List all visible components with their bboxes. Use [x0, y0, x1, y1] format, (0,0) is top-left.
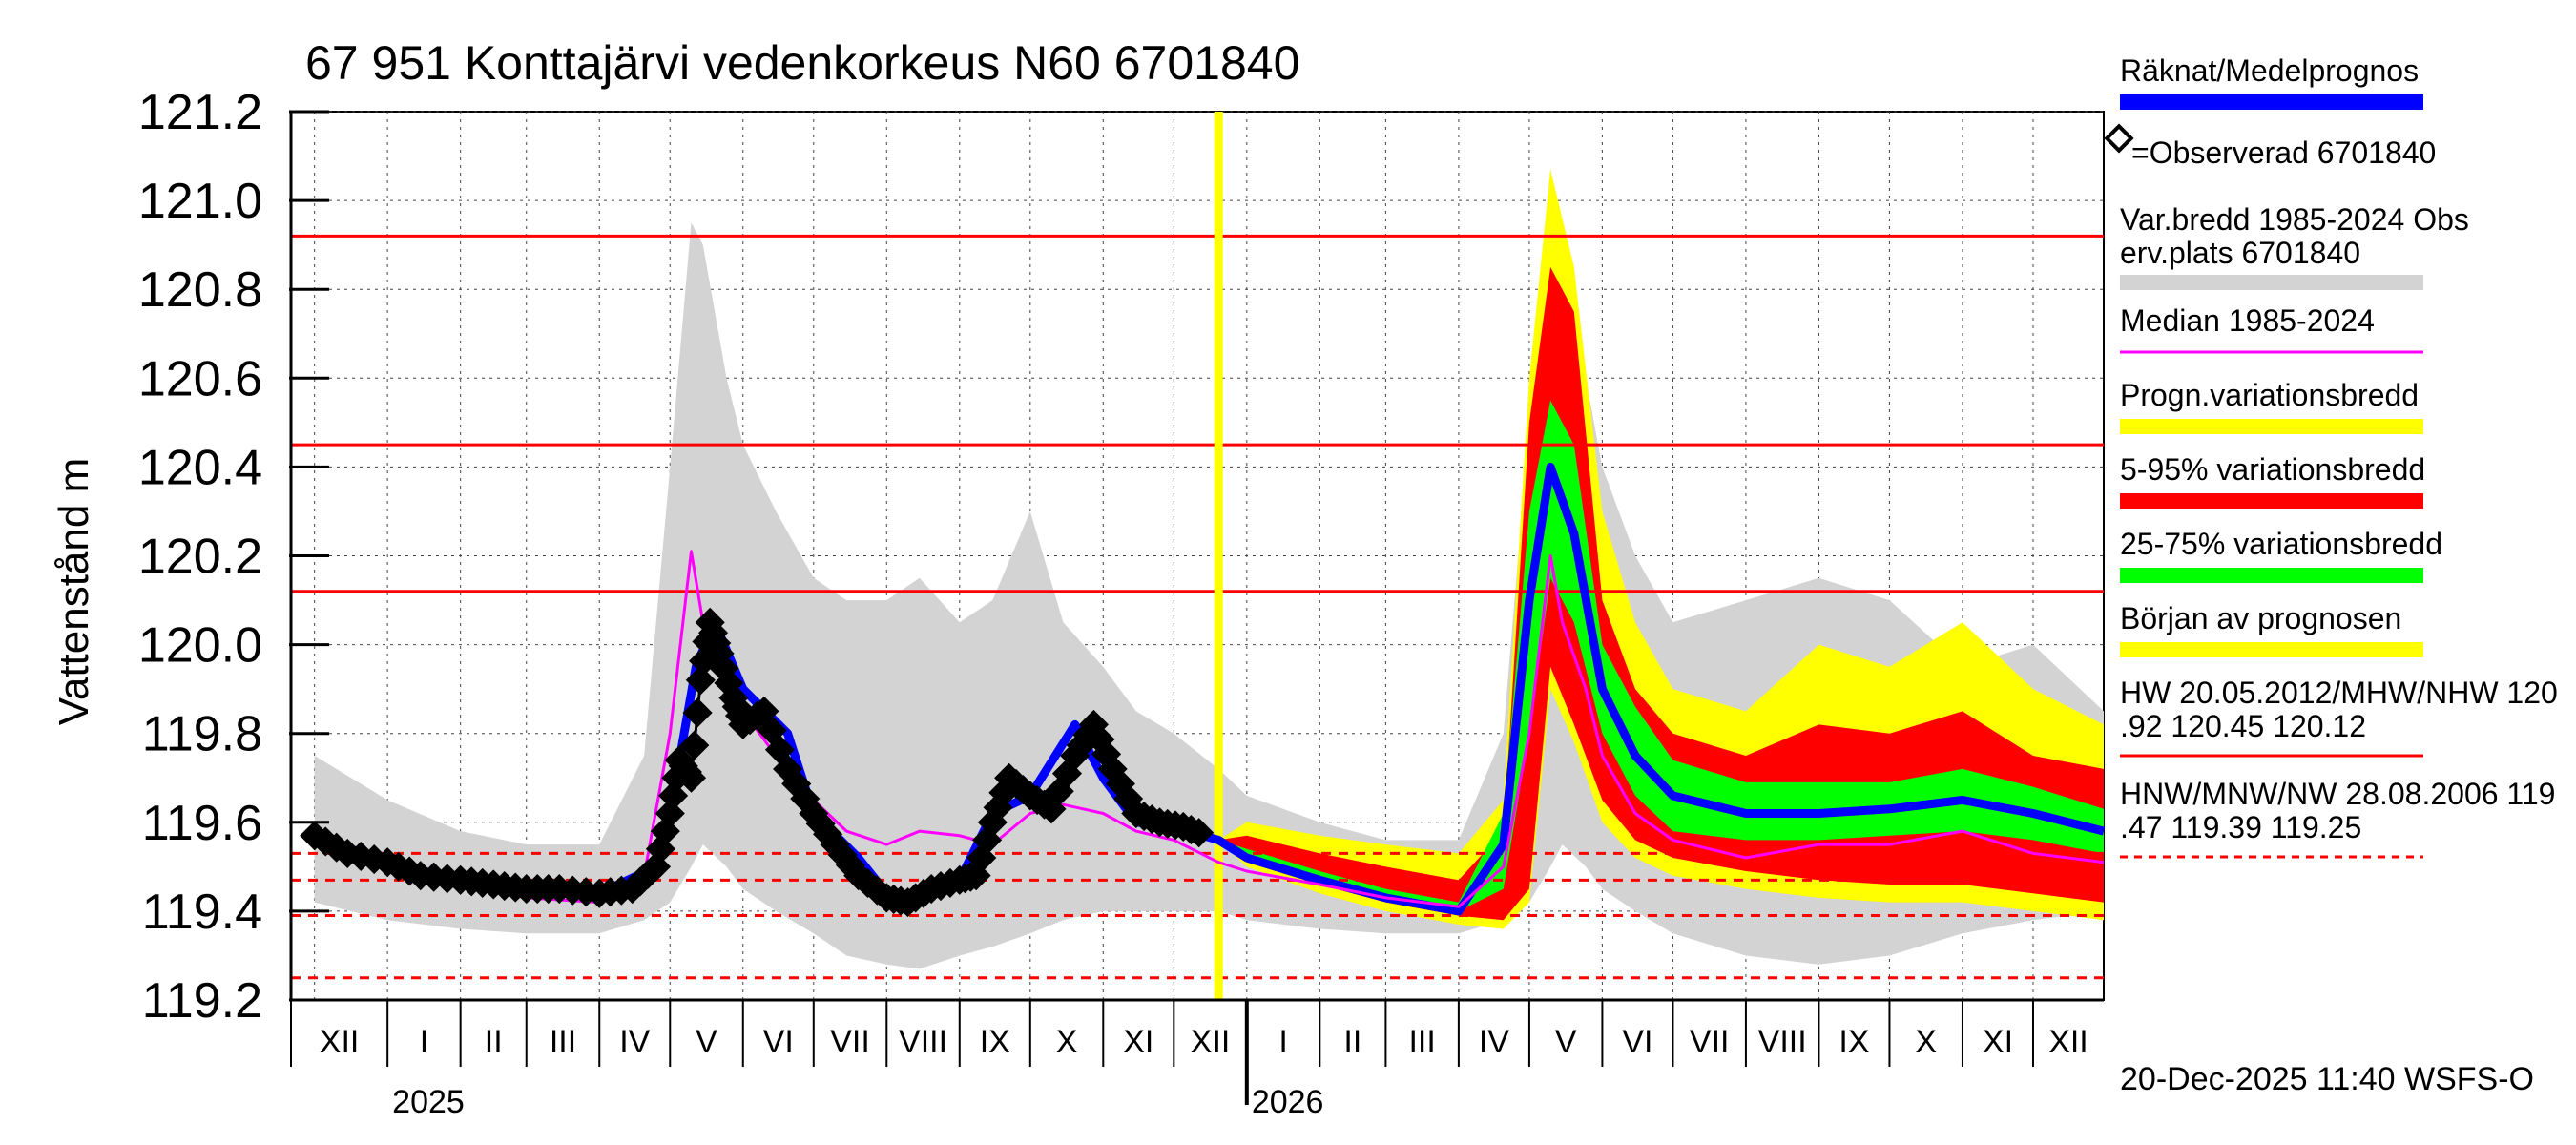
month-label: I — [1278, 1024, 1287, 1060]
band-2 — [1218, 266, 2104, 921]
legend-marker-1 — [2104, 123, 2134, 154]
legend-swatch-0 — [2120, 94, 2423, 110]
y-tick-label: 120.8 — [138, 262, 262, 318]
month-label: IX — [980, 1024, 1010, 1060]
legend-label-9-cont: .47 119.39 119.25 — [2120, 810, 2361, 844]
y-axis-label: Vattenstånd m — [51, 458, 97, 725]
year-label: 2025 — [392, 1084, 465, 1120]
month-label: XII — [2048, 1024, 2088, 1060]
observed-point — [682, 697, 713, 728]
legend-swatch-6 — [2120, 568, 2423, 583]
month-label: XII — [1191, 1024, 1231, 1060]
month-label: XI — [1123, 1024, 1153, 1060]
legend-swatch-5 — [2120, 493, 2423, 509]
observed-point — [675, 762, 707, 793]
month-label: III — [1408, 1024, 1435, 1060]
month-label: VII — [830, 1024, 870, 1060]
month-label: II — [485, 1024, 503, 1060]
legend-label-5: 5-95% variationsbredd — [2120, 452, 2425, 487]
y-tick-label: 119.6 — [142, 796, 262, 851]
legend-label-0: Räknat/Medelprognos — [2120, 53, 2419, 88]
month-label: IV — [619, 1024, 650, 1060]
month-label: VIII — [899, 1024, 947, 1060]
month-label: VIII — [1758, 1024, 1807, 1060]
month-label: VII — [1690, 1024, 1730, 1060]
legend-label-7: Början av prognosen — [2120, 601, 2401, 635]
legend-label-6: 25-75% variationsbredd — [2120, 527, 2442, 561]
month-label: V — [696, 1024, 717, 1060]
legend-label-1: =Observerad 6701840 — [2131, 135, 2436, 170]
year-label: 2026 — [1252, 1084, 1324, 1120]
observed-point — [1184, 818, 1215, 848]
month-label: X — [1915, 1024, 1937, 1060]
series-median — [314, 550, 2105, 908]
band-3 — [1218, 400, 2104, 911]
legend-label-3: Median 1985-2024 — [2120, 303, 2375, 338]
legend-label-2: Var.bredd 1985-2024 Obs — [2120, 202, 2469, 237]
month-label: V — [1555, 1024, 1577, 1060]
y-tick-label: 121.2 — [138, 85, 262, 140]
y-tick-label: 119.4 — [142, 885, 262, 940]
legend-swatch-4 — [2120, 419, 2423, 434]
legend-label-9: HNW/MNW/NW 28.08.2006 119 — [2120, 777, 2555, 811]
y-tick-label: 121.0 — [138, 174, 262, 229]
month-label: VI — [763, 1024, 794, 1060]
legend: Räknat/Medelprognos =Observerad 6701840 Va… — [2104, 53, 2558, 859]
legend-label-4: Progn.variationsbredd — [2120, 378, 2419, 412]
month-label: XI — [1983, 1024, 2013, 1060]
footer-timestamp: 20-Dec-2025 11:40 WSFS-O — [2120, 1061, 2534, 1097]
month-label: I — [420, 1024, 428, 1060]
month-label: X — [1056, 1024, 1078, 1060]
y-tick-label: 120.2 — [138, 530, 262, 585]
legend-swatch-2 — [2120, 275, 2423, 290]
legend-label-2-cont: erv.plats 6701840 — [2120, 236, 2360, 270]
month-label: IX — [1839, 1024, 1869, 1060]
y-tick-label: 120.0 — [138, 618, 262, 674]
legend-swatch-7 — [2120, 642, 2423, 657]
observed-point — [685, 665, 716, 696]
legend-label-8-cont: .92 120.45 120.12 — [2120, 709, 2366, 743]
month-label: VI — [1622, 1024, 1652, 1060]
chart-title: 67 951 Konttajärvi vedenkorkeus N60 6701… — [305, 36, 1299, 90]
y-tick-label: 120.6 — [138, 351, 262, 406]
plot-layer: 121.2 121.0 120.8 120.6 120.4 120.2 120.0 119.8… — [138, 85, 2106, 1120]
month-label: IV — [1479, 1024, 1509, 1060]
month-label: II — [1343, 1024, 1361, 1060]
month-label: III — [550, 1024, 576, 1060]
y-tick-label: 120.4 — [138, 440, 262, 495]
y-tick-label: 119.8 — [142, 707, 262, 762]
y-tick-label: 119.2 — [142, 973, 262, 1029]
month-label: XII — [320, 1024, 360, 1060]
legend-label-8: HW 20.05.2012/MHW/NHW 120 — [2120, 676, 2558, 710]
observed-point — [679, 730, 710, 760]
